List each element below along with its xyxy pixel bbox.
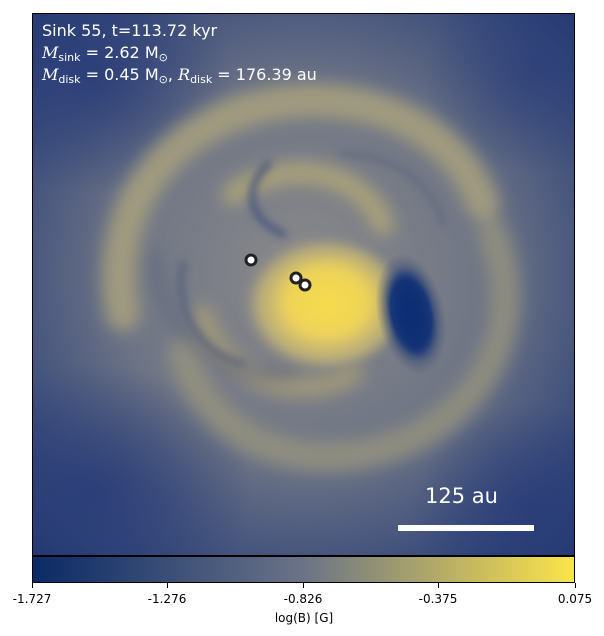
disk-radius-subscript: disk xyxy=(190,73,213,86)
colorbar-tick-label: 0.075 xyxy=(557,592,593,606)
colorbar-tick xyxy=(302,583,304,588)
sink-mass-value: = 2.62 M xyxy=(80,43,159,62)
scale-bar xyxy=(398,525,534,531)
disk-mass-value: = 0.45 M xyxy=(80,65,159,84)
magnetic-field-map xyxy=(32,13,575,556)
sun-symbol: ⊙ xyxy=(158,73,168,86)
disk-mass-symbol: M xyxy=(42,65,59,84)
colorbar-tick xyxy=(31,583,33,588)
sink-mass-symbol: M xyxy=(42,43,59,62)
sink-marker xyxy=(289,271,303,285)
sink-marker xyxy=(298,278,312,292)
disk-radius-value: = 176.39 au xyxy=(212,65,317,84)
sun-symbol: ⊙ xyxy=(158,51,168,64)
colorbar-label: log(B) [G] xyxy=(274,611,334,625)
colorbar-tick xyxy=(574,583,576,588)
sink-info-line: Sink 55, t=113.72 kyr xyxy=(42,20,217,42)
separator: , xyxy=(167,65,179,84)
colorbar-tick xyxy=(166,583,168,588)
disk-line: Mdisk = 0.45 M⊙, Rdisk = 176.39 au xyxy=(42,64,317,91)
disk-mass-subscript: disk xyxy=(58,73,81,86)
colorbar-tick-label: -0.375 xyxy=(418,592,458,606)
sink-mass-subscript: sink xyxy=(58,51,81,64)
colorbar xyxy=(32,556,575,583)
colorbar-tick-label: -0.826 xyxy=(283,592,323,606)
disk-radius-symbol: R xyxy=(178,65,191,84)
colorbar-tick-label: -1.727 xyxy=(12,592,52,606)
field-image xyxy=(33,14,574,555)
sink-mass-line: Msink = 2.62 M⊙ xyxy=(42,42,168,69)
sink-marker xyxy=(244,253,258,267)
colorbar-tick xyxy=(437,583,439,588)
colorbar-tick-label: -1.276 xyxy=(147,592,187,606)
sink-info-text: Sink 55, t=113.72 kyr xyxy=(42,21,218,40)
scale-bar-label: 125 au xyxy=(425,484,498,508)
